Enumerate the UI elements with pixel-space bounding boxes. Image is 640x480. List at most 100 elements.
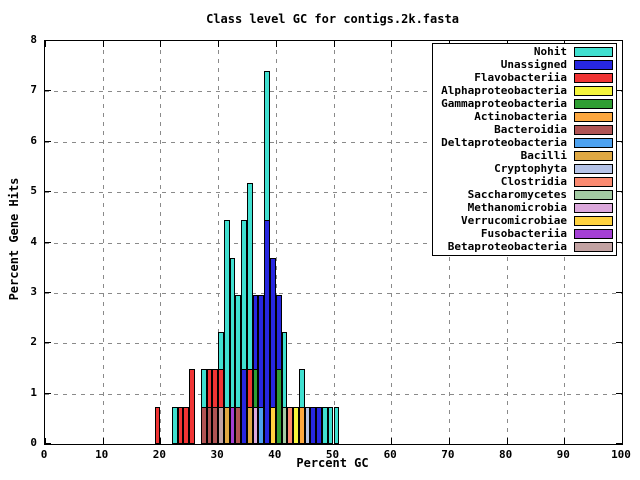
legend-label: Unassigned bbox=[500, 58, 567, 71]
legend-swatch bbox=[574, 176, 613, 187]
x-tick-label: 40 bbox=[268, 448, 282, 461]
bar-gc27-bacteroidia bbox=[200, 406, 207, 444]
legend-item: Flavobacteriia bbox=[441, 71, 613, 84]
plot-area: Nohit Unassigned Flavobacteriia Alphaproteo… bbox=[44, 40, 623, 445]
y-tick-label: 3 bbox=[30, 284, 37, 298]
legend-swatch bbox=[574, 163, 613, 174]
tick-mark bbox=[506, 438, 508, 444]
tick-mark bbox=[102, 41, 104, 47]
bar-gc32-fusobacteriia bbox=[229, 406, 236, 444]
legend-label: Clostridia bbox=[500, 175, 567, 188]
legend-label: Fusobacteriia bbox=[480, 227, 567, 240]
y-tick-label: 6 bbox=[30, 133, 37, 147]
tick-mark bbox=[45, 140, 51, 142]
legend-label: Deltaproteobacteria bbox=[441, 136, 567, 149]
bar-gc22-nohit bbox=[171, 406, 178, 444]
bar-gc33-bacteroidia bbox=[235, 406, 242, 444]
legend-label: Actinobacteria bbox=[474, 110, 567, 123]
legend-item: Verrucomicrobiae bbox=[441, 214, 613, 227]
legend-label: Saccharomycetes bbox=[467, 188, 567, 201]
legend-item: Bacteroidia bbox=[441, 123, 613, 136]
bar-gc39-verrucomicrobiae bbox=[270, 406, 276, 444]
x-tick-label: 0 bbox=[40, 448, 48, 461]
tick-mark bbox=[448, 438, 450, 444]
bar-gc25-flavobacteriia bbox=[189, 369, 196, 444]
legend-label: Nohit bbox=[533, 45, 567, 58]
legend-label: Cryptophyta bbox=[494, 162, 567, 175]
tick-mark bbox=[391, 41, 393, 47]
tick-mark bbox=[45, 90, 51, 92]
x-tick-label: 60 bbox=[383, 448, 397, 461]
legend-swatch bbox=[574, 46, 613, 57]
legend-item: Clostridia bbox=[441, 175, 613, 188]
bar-gc31-bacilli bbox=[223, 406, 230, 444]
v-gridline bbox=[160, 41, 162, 444]
tick-mark bbox=[622, 438, 623, 444]
bar-gc41-saccharomycetes bbox=[281, 406, 288, 444]
bar-gc44-actinobacteria bbox=[298, 406, 305, 444]
tick-mark bbox=[102, 438, 104, 444]
legend-label: Betaproteobacteria bbox=[447, 240, 567, 253]
v-gridline bbox=[102, 41, 104, 444]
tick-mark bbox=[218, 41, 220, 47]
bar-gc19-flavobacteriia bbox=[154, 406, 161, 444]
bar-gc48-nohit bbox=[321, 406, 328, 444]
bar-gc43-alphaproteobacteria bbox=[293, 406, 299, 444]
bar-gc42-clostridia bbox=[287, 406, 294, 444]
tick-mark bbox=[622, 41, 623, 47]
tick-mark bbox=[45, 342, 51, 344]
y-tick-label: 7 bbox=[30, 83, 37, 97]
tick-mark bbox=[275, 41, 277, 47]
legend-label: Bacteroidia bbox=[494, 123, 567, 136]
tick-mark bbox=[45, 291, 51, 293]
legend-item: Bacilli bbox=[441, 149, 613, 162]
legend-item: Nohit bbox=[441, 45, 613, 58]
legend-label: Bacilli bbox=[520, 149, 567, 162]
tick-mark bbox=[45, 241, 51, 243]
x-tick-label: 80 bbox=[498, 448, 513, 461]
bar-gc46-unassigned bbox=[310, 406, 317, 444]
tick-mark bbox=[564, 438, 566, 444]
y-tick-label: 4 bbox=[30, 234, 37, 248]
legend-item: Actinobacteria bbox=[441, 110, 613, 123]
bar-gc38-unassigned bbox=[264, 220, 271, 444]
legend-swatch bbox=[574, 215, 613, 226]
bar-gc37-deltaproteobacteria bbox=[258, 406, 265, 444]
legend-label: Methanomicrobia bbox=[467, 201, 567, 214]
tick-mark bbox=[45, 40, 51, 41]
bar-gc47-unassigned bbox=[316, 406, 322, 444]
tick-mark bbox=[218, 438, 220, 444]
y-tick-label: 1 bbox=[30, 385, 37, 399]
tick-mark bbox=[45, 392, 51, 394]
bar-gc29-bacteroidia bbox=[212, 406, 219, 444]
bar-gc35-bacilli bbox=[246, 406, 253, 444]
tick-mark bbox=[45, 438, 46, 444]
legend-item: Saccharomycetes bbox=[441, 188, 613, 201]
legend-swatch bbox=[574, 85, 613, 96]
legend-item: Cryptophyta bbox=[441, 162, 613, 175]
x-tick-label: 10 bbox=[95, 448, 109, 461]
tick-mark bbox=[333, 41, 335, 47]
legend-swatch bbox=[574, 124, 613, 135]
tick-mark bbox=[616, 443, 622, 444]
tick-mark bbox=[45, 41, 46, 47]
legend-item: Methanomicrobia bbox=[441, 201, 613, 214]
chart-title: Class level GC for contigs.2k.fasta bbox=[206, 12, 459, 26]
legend-swatch bbox=[574, 189, 613, 200]
v-gridline bbox=[333, 41, 335, 444]
x-tick-label: 50 bbox=[325, 448, 340, 461]
tick-mark bbox=[333, 438, 335, 444]
legend-swatch bbox=[574, 202, 613, 213]
legend-item: Alphaproteobacteria bbox=[441, 84, 613, 97]
y-tick-label: 2 bbox=[30, 335, 37, 349]
legend-label: Verrucomicrobiae bbox=[461, 214, 567, 227]
tick-mark bbox=[45, 443, 51, 444]
tick-mark bbox=[160, 41, 162, 47]
x-tick-label: 90 bbox=[556, 448, 570, 461]
bar-gc34-unassigned bbox=[241, 369, 247, 444]
tick-mark bbox=[616, 241, 622, 243]
tick-mark bbox=[616, 191, 622, 193]
bar-gc23-flavobacteriia bbox=[177, 406, 184, 444]
legend-swatch bbox=[574, 228, 613, 239]
